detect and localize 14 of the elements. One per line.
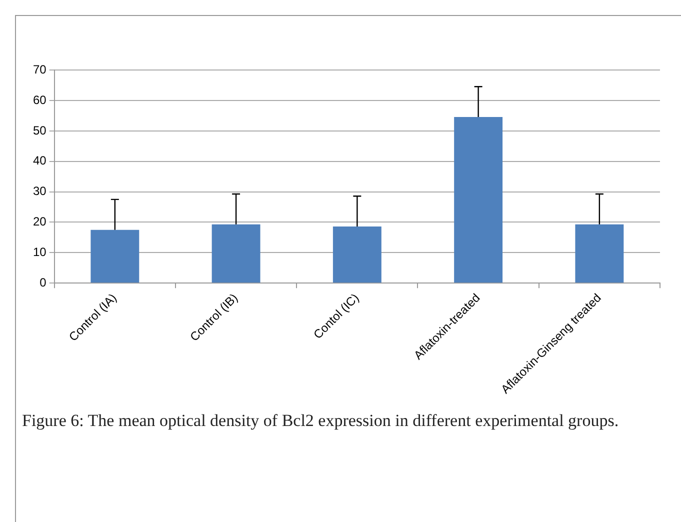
y-tick-label: 20 xyxy=(32,214,47,229)
y-tick-label: 0 xyxy=(40,275,47,290)
y-tick-label: 30 xyxy=(32,184,47,198)
bar xyxy=(212,224,260,283)
y-tick-label: 50 xyxy=(32,123,47,138)
caption: Figure 6: The mean optical density of Bcl2 expression in different experimental groups. xyxy=(22,410,620,432)
y-tick-label: 40 xyxy=(32,154,47,168)
y-tick-label: 70 xyxy=(32,62,47,77)
bar xyxy=(454,117,503,283)
bar xyxy=(90,230,140,283)
y-tick-label: 60 xyxy=(32,92,47,107)
y-tick-label: 10 xyxy=(32,244,47,259)
bar xyxy=(575,224,624,283)
bar xyxy=(332,226,382,283)
